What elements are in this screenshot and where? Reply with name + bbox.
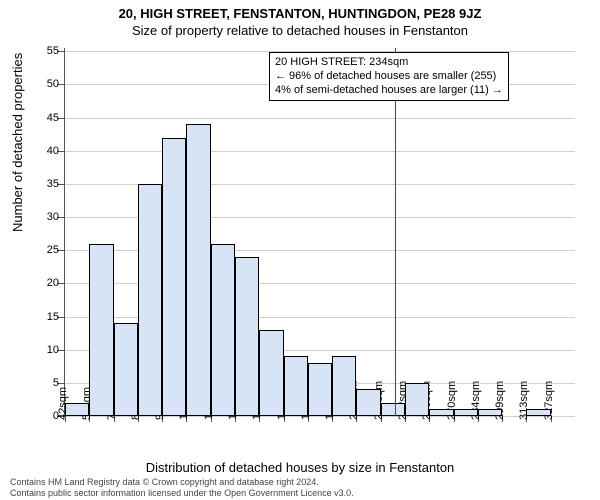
attribution-line-2: Contains public sector information licen… xyxy=(10,488,354,498)
histogram-bar xyxy=(259,330,283,416)
histogram-bar xyxy=(478,409,502,416)
ytick-label: 50 xyxy=(31,78,59,90)
attribution-line-1: Contains HM Land Registry data © Crown c… xyxy=(10,477,319,487)
ytick-label: 20 xyxy=(31,277,59,289)
gridline xyxy=(65,118,575,119)
histogram-bar xyxy=(162,138,186,416)
annotation-line-3: 4% of semi-detached houses are larger (1… xyxy=(275,84,503,98)
ytick-label: 35 xyxy=(31,178,59,190)
plot-area: 051015202530354045505542sqm56sqm71sqm85s… xyxy=(64,48,575,417)
histogram-bar xyxy=(308,363,332,416)
histogram-bar xyxy=(211,244,235,416)
marker-line xyxy=(395,48,396,416)
ytick-label: 45 xyxy=(31,112,59,124)
histogram-bar xyxy=(356,389,380,416)
chart-container: 20, HIGH STREET, FENSTANTON, HUNTINGDON,… xyxy=(0,0,600,500)
ytick-label: 55 xyxy=(31,45,59,57)
ytick-label: 10 xyxy=(31,344,59,356)
y-axis-label: Number of detached properties xyxy=(10,53,25,232)
annotation-box: 20 HIGH STREET: 234sqm ← 96% of detached… xyxy=(269,52,509,101)
x-axis-label: Distribution of detached houses by size … xyxy=(0,460,600,475)
annotation-line-2: ← 96% of detached houses are smaller (25… xyxy=(275,70,503,84)
ytick-label: 25 xyxy=(31,244,59,256)
ytick-label: 40 xyxy=(31,145,59,157)
histogram-bar xyxy=(235,257,259,416)
histogram-bar xyxy=(89,244,113,416)
ytick-label: 5 xyxy=(31,377,59,389)
annotation-line-1: 20 HIGH STREET: 234sqm xyxy=(275,56,503,70)
gridline xyxy=(65,151,575,152)
histogram-bar xyxy=(138,184,162,416)
histogram-bar xyxy=(114,323,138,416)
histogram-bar xyxy=(405,383,429,416)
histogram-bar xyxy=(186,124,210,416)
ytick-label: 30 xyxy=(31,211,59,223)
histogram-bar xyxy=(526,409,550,416)
histogram-bar xyxy=(284,356,308,416)
attribution: Contains HM Land Registry data © Crown c… xyxy=(10,477,590,498)
title-main: 20, HIGH STREET, FENSTANTON, HUNTINGDON,… xyxy=(0,0,600,21)
ytick-label: 0 xyxy=(31,410,59,422)
histogram-bar xyxy=(381,403,405,416)
histogram-bar xyxy=(454,409,478,416)
title-sub: Size of property relative to detached ho… xyxy=(0,21,600,38)
histogram-bar xyxy=(332,356,356,416)
ytick-label: 15 xyxy=(31,311,59,323)
histogram-bar xyxy=(65,403,89,416)
histogram-bar xyxy=(429,409,453,416)
